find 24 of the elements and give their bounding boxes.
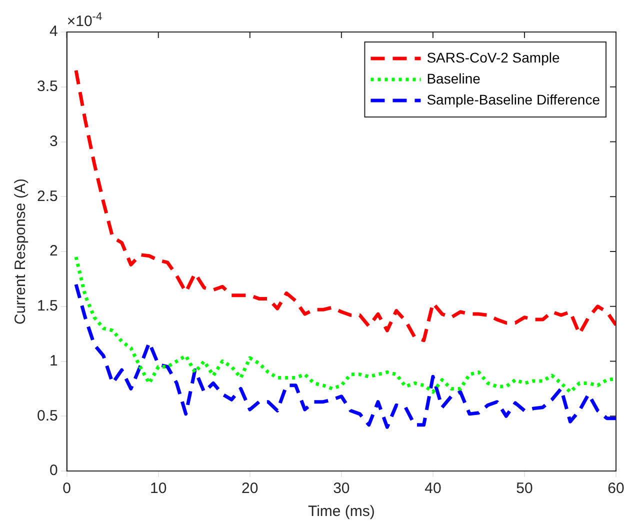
x-tick-label: 40 bbox=[424, 480, 442, 498]
y-axis-title: Current Response (A) bbox=[12, 178, 30, 324]
y-tick-label: 0.5 bbox=[36, 407, 58, 424]
y-tick-label: 2.5 bbox=[36, 188, 58, 205]
x-tick-label: 50 bbox=[516, 480, 533, 498]
x-tick-label: 60 bbox=[608, 480, 624, 498]
legend-label: Sample-Baseline Difference bbox=[426, 91, 600, 108]
y-tick-label: 1.5 bbox=[36, 298, 58, 315]
y-tick-label: 0 bbox=[50, 462, 58, 480]
y-tick-label: 3.5 bbox=[36, 78, 58, 96]
x-axis-title: Time (ms) bbox=[308, 503, 375, 520]
legend-label: SARS-CoV-2 Sample bbox=[426, 49, 560, 66]
x-tick-label: 10 bbox=[150, 480, 167, 498]
y-tick-label: 4 bbox=[50, 23, 58, 40]
line-series bbox=[74, 255, 616, 394]
line-series bbox=[74, 282, 616, 429]
legend-label: Baseline bbox=[426, 70, 481, 86]
x-tick-label: 30 bbox=[333, 480, 350, 498]
line-series bbox=[74, 68, 616, 342]
y-tick-label: 1 bbox=[50, 352, 58, 370]
y-tick-label: 3 bbox=[50, 132, 58, 150]
x-tick-label: 0 bbox=[62, 480, 72, 498]
y-tick-label: 2 bbox=[50, 242, 58, 260]
x-tick-label: 20 bbox=[242, 480, 258, 498]
